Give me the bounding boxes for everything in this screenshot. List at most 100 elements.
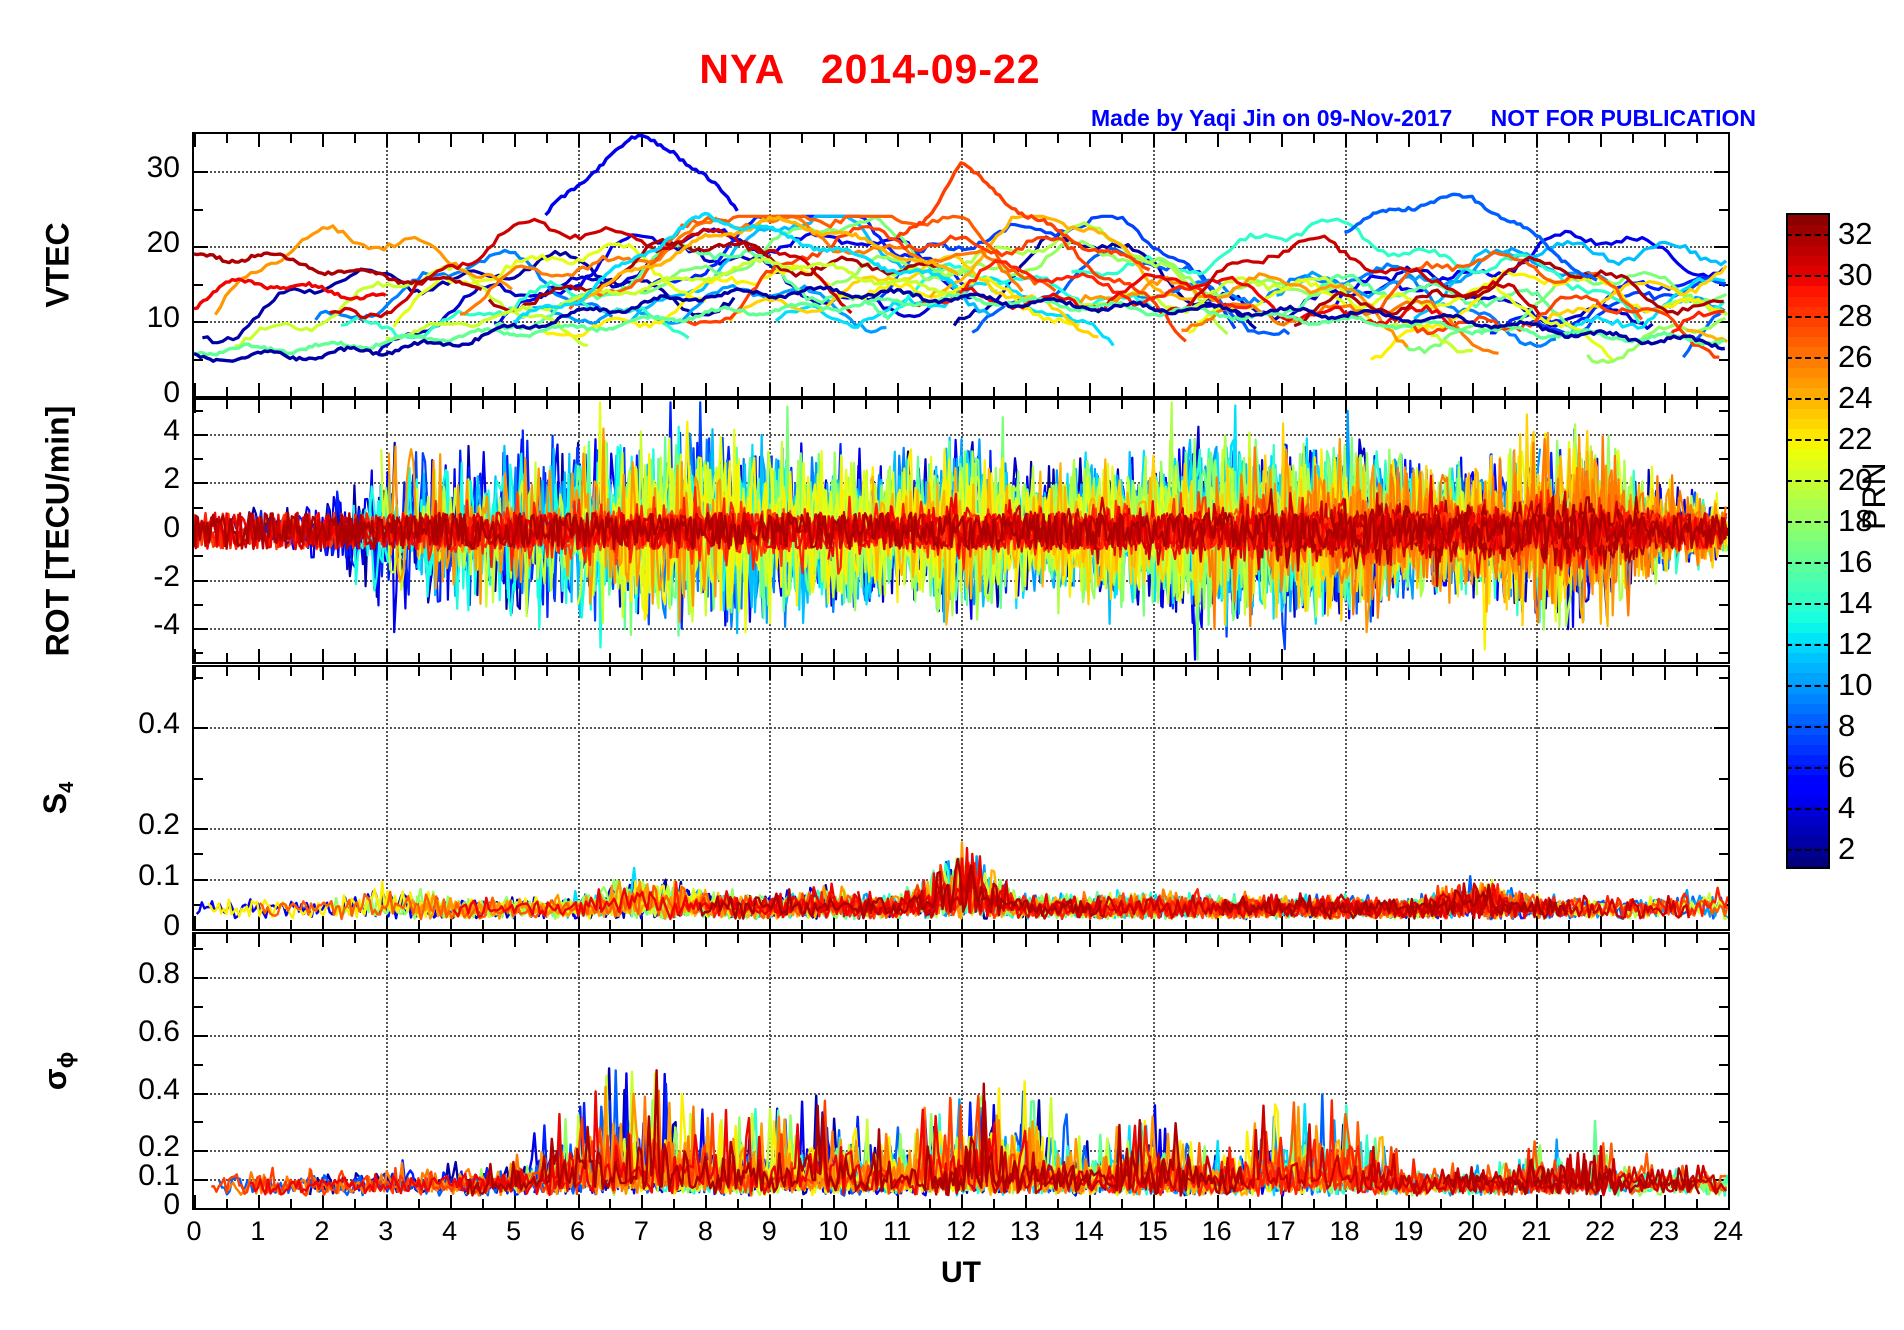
colorbar-tick [1786,766,1830,769]
x-axis-tick [673,653,676,662]
x-axis-tick [737,400,740,409]
x-axis-tick [1408,916,1411,929]
x-axis-tick [1248,934,1251,943]
x-axis-tick [1088,400,1091,413]
x-axis-tick [961,667,963,680]
x-axis-tick [257,934,260,947]
x-axis-tick [897,1195,900,1208]
y-axis-tick-label: 0.1 [138,1159,180,1193]
x-axis-tick [1568,920,1571,929]
y-axis-tick [194,1092,208,1095]
x-axis-tick [705,400,708,413]
x-axis-tick [577,916,580,929]
x-axis-tick [1376,400,1379,409]
y-axis-tick [1714,246,1728,249]
x-axis-tick-label: 22 [1585,1216,1616,1246]
x-axis-tick [1696,134,1699,143]
x-axis-tick-label: 2 [314,1216,330,1246]
plotarea-s4 [194,667,1728,929]
y-axis-tick [194,1150,208,1153]
y-axis-tick [194,1063,203,1066]
x-axis-tick [961,383,963,396]
x-axis-tick [1568,387,1571,396]
x-axis-tick [449,383,452,396]
y-axis-tick [1719,603,1728,606]
x-axis-tick [929,934,932,943]
x-axis-tick [1344,383,1347,396]
y-axis-tick [194,628,208,631]
x-axis-tick [225,400,228,409]
x-axis-tick [1664,649,1667,662]
x-axis-tick [737,667,740,676]
x-axis-tick [1120,653,1123,662]
x-axis-tick [1536,1195,1539,1208]
x-axis-tick [769,400,772,413]
y-axis-tick [194,409,203,412]
x-axis-tick [1440,387,1443,396]
y-axis-tick-label: 0.4 [138,1072,180,1106]
x-axis-tick [737,387,740,396]
colorbar-segment [1788,856,1828,867]
x-axis-tick [1024,400,1027,413]
x-axis-tick [1024,134,1027,147]
x-axis-tick [1472,383,1475,396]
x-axis-tick [1600,649,1603,662]
trace-line [568,214,1057,311]
trace-line [952,232,1257,330]
panel-rot [192,398,1730,664]
y-axis-tick [1719,358,1728,361]
colorbar-segment [1788,490,1828,501]
x-axis-tick [1600,134,1603,147]
x-axis-tick [1664,400,1667,413]
x-axis-tick [1152,383,1155,396]
x-axis-tick [353,920,356,929]
x-axis-tick [1376,387,1379,396]
x-axis-tick [992,134,995,143]
colorbar-segment [1788,632,1828,643]
x-axis-tick [1216,667,1219,680]
colorbar[interactable] [1786,213,1830,869]
trace-line [1402,294,1720,359]
x-axis-tick [194,134,196,147]
y-axis-tick [194,1121,203,1124]
colorbar-segment [1788,296,1828,307]
x-axis-tick [1632,667,1635,676]
colorbar-segment [1788,775,1828,786]
x-axis-tick [545,934,548,943]
trace-line [385,257,959,342]
x-axis-tick [1248,920,1251,929]
x-axis-tick [673,920,676,929]
x-axis-tick [449,934,452,947]
x-axis-tick [833,134,836,147]
x-axis-tick [1056,1199,1059,1208]
y-axis-tick [194,246,208,249]
x-axis-tick [417,667,420,676]
trace-line [683,224,1187,343]
y-axis-tick [1719,506,1728,509]
x-axis-tick [1088,916,1091,929]
x-axis-tick-label: 11 [883,1216,912,1246]
y-axis-tick-label: 0.6 [138,1014,180,1048]
x-axis-tick [417,653,420,662]
x-axis-tick [481,667,484,676]
x-axis-tick [865,934,868,943]
x-axis-tick [321,916,324,929]
x-axis-tick [992,1199,995,1208]
x-axis-tick [1216,1195,1219,1208]
colorbar-tick [1786,561,1830,564]
colorbar-segment [1788,724,1828,735]
colorbar-segment [1788,602,1828,613]
y-axis-tick [194,828,208,831]
x-axis-tick [897,934,900,947]
x-axis-tick [1440,1199,1443,1208]
x-axis-tick [385,1195,388,1208]
x-axis-tick [481,387,484,396]
x-axis-tick [1696,920,1699,929]
y-axis-tick [1719,652,1728,655]
colorbar-title: PRN [1856,462,1892,530]
y-axis-tick-label: 0 [163,376,180,409]
x-axis-tick [545,1199,548,1208]
y-axis-tick [194,458,203,461]
x-axis-tick [833,667,836,680]
colorbar-tick-label: 26 [1838,338,1873,374]
